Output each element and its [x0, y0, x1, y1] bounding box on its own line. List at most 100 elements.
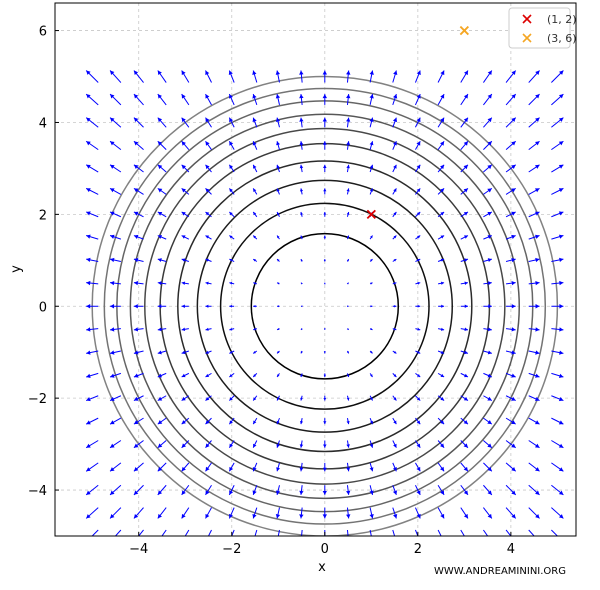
field-arrow [392, 141, 397, 150]
field-arrow [528, 462, 540, 472]
field-arrow [229, 304, 235, 308]
field-arrow [133, 93, 144, 106]
field-arrow [228, 70, 235, 83]
field-arrow [437, 462, 445, 472]
field-arrow [460, 395, 469, 401]
field-arrow [207, 529, 212, 536]
field-arrow [181, 117, 190, 128]
field-arrow [414, 485, 421, 496]
field-arrow [460, 507, 469, 519]
field-arrow [505, 462, 517, 472]
field-arrow [323, 235, 327, 240]
field-arrow [91, 529, 99, 536]
field-arrow [460, 462, 469, 472]
field-arrow [528, 211, 540, 218]
field-arrow [228, 485, 235, 496]
field-arrow [157, 395, 167, 401]
field-arrow [323, 395, 327, 401]
vector-field [85, 70, 564, 536]
field-arrow [505, 117, 517, 128]
field-arrow [437, 258, 445, 262]
field-arrow [346, 507, 351, 519]
field-arrow [369, 282, 373, 285]
field-arrow [252, 70, 258, 83]
field-arrow [181, 304, 189, 309]
field-arrow [157, 93, 167, 106]
field-arrow [392, 373, 397, 378]
field-arrow [181, 372, 190, 378]
field-arrow [460, 350, 469, 355]
field-arrow [229, 395, 235, 401]
field-arrow [415, 327, 421, 331]
field-arrow [460, 187, 469, 195]
field-arrow [346, 440, 350, 448]
contour-line [144, 127, 506, 485]
field-arrow [133, 211, 144, 218]
plot-frame [54, 2, 577, 537]
field-arrow [323, 164, 327, 173]
field-arrow [528, 164, 540, 173]
field-arrow [133, 484, 144, 496]
field-arrow [110, 327, 121, 332]
x-tick-label: 2 [414, 542, 422, 557]
field-arrow [369, 93, 374, 106]
point-marker-1 [366, 209, 376, 219]
legend-marker-1 [522, 14, 532, 24]
field-arrow [252, 235, 258, 240]
field-arrow [86, 211, 99, 218]
field-arrow [437, 235, 445, 240]
field-arrow [483, 281, 492, 286]
field-arrow [551, 507, 564, 519]
field-arrow [528, 372, 540, 378]
field-arrow [483, 462, 493, 472]
field-arrow [157, 258, 167, 263]
field-arrow [109, 211, 122, 218]
field-arrow [346, 485, 351, 495]
field-arrow [276, 462, 281, 472]
field-arrow [323, 211, 327, 217]
field-arrow [275, 117, 281, 128]
field-arrow [369, 462, 374, 472]
field-arrow [392, 93, 398, 106]
field-arrow [157, 304, 167, 309]
field-arrow [276, 350, 280, 354]
field-arrow [460, 93, 469, 106]
field-arrow [276, 235, 280, 240]
field-arrow [181, 235, 190, 240]
field-arrow [157, 70, 167, 83]
field-arrow [460, 440, 469, 449]
field-arrow [276, 141, 281, 150]
field-arrow [181, 507, 190, 519]
field-arrow [322, 70, 328, 83]
field-arrow [528, 70, 540, 83]
field-arrow [482, 529, 489, 536]
field-arrow [229, 281, 235, 285]
field-arrow [181, 164, 190, 173]
field-arrow [228, 164, 235, 173]
field-arrow [414, 70, 421, 83]
field-arrow [109, 462, 122, 472]
field-arrow [205, 93, 212, 106]
field-arrow [551, 70, 564, 83]
field-arrow [322, 117, 327, 128]
field-arrow [85, 93, 99, 106]
field-arrow [300, 211, 303, 217]
field-arrow [109, 164, 122, 173]
field-arrow [85, 417, 99, 425]
field-arrow [300, 350, 303, 354]
field-arrow [369, 258, 373, 262]
field-arrow [392, 188, 397, 195]
field-arrow [551, 395, 564, 402]
field-arrow [133, 257, 144, 263]
field-arrow [205, 417, 212, 425]
field-arrow [157, 187, 167, 195]
field-arrow [109, 484, 122, 496]
field-arrow [299, 117, 304, 128]
field-arrow [299, 188, 304, 195]
field-arrow [110, 304, 121, 309]
field-arrow [299, 94, 304, 105]
y-axis-label: y [9, 265, 24, 273]
field-arrow [437, 395, 445, 401]
field-arrow [437, 281, 445, 285]
field-arrow [505, 417, 516, 425]
